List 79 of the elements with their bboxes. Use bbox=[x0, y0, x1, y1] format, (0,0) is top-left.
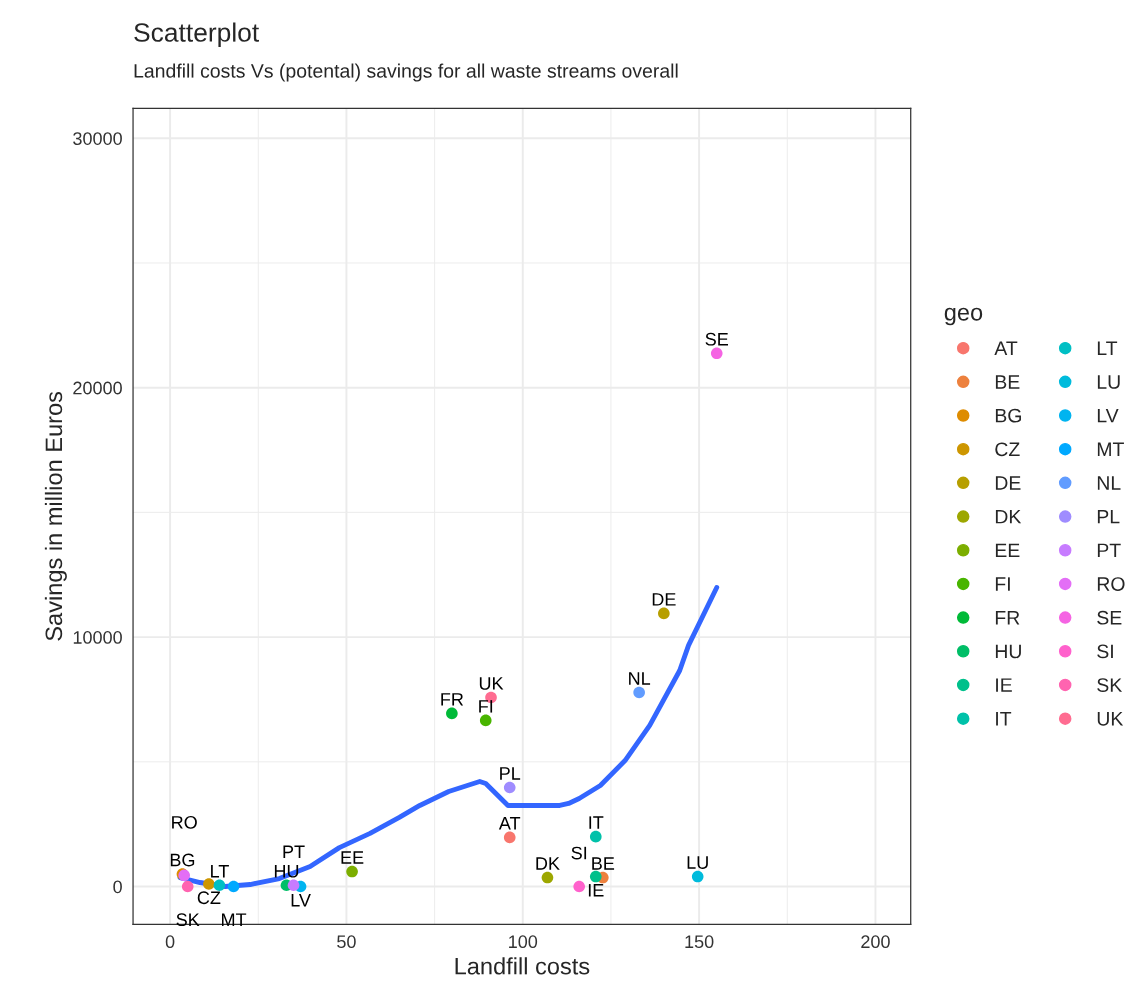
annotation: NL bbox=[629, 672, 651, 685]
y-tick-label: 0 bbox=[113, 880, 122, 894]
annotation: LT bbox=[211, 865, 229, 878]
legend-label: IE bbox=[996, 678, 1012, 692]
point bbox=[589, 870, 602, 883]
legend-label: PL bbox=[1097, 509, 1120, 524]
point bbox=[658, 607, 670, 620]
point bbox=[227, 880, 240, 893]
point bbox=[287, 879, 300, 892]
annotation: DE bbox=[652, 593, 676, 606]
legend-label: AT bbox=[994, 341, 1018, 355]
x-tick-label: 200 bbox=[861, 935, 890, 949]
point bbox=[710, 347, 723, 360]
point bbox=[573, 880, 586, 893]
annotation: CZ bbox=[197, 891, 221, 905]
y-tick-label: 10000 bbox=[73, 631, 122, 644]
point bbox=[181, 880, 194, 893]
annotation: LV bbox=[291, 894, 311, 907]
annotation: FI bbox=[479, 700, 493, 713]
point bbox=[691, 870, 704, 883]
legend-label: PT bbox=[1097, 543, 1121, 558]
point bbox=[541, 871, 554, 884]
annotation: DK bbox=[536, 857, 560, 870]
annotation: AT bbox=[498, 817, 521, 830]
legend-label: DK bbox=[995, 509, 1022, 524]
x-tick-label: 0 bbox=[165, 935, 175, 949]
legend-label: LU bbox=[1097, 375, 1120, 389]
annotation: PL bbox=[500, 767, 521, 780]
legend-label: DE bbox=[995, 476, 1021, 490]
x-tick-label: 50 bbox=[337, 935, 356, 949]
legend-label: SE bbox=[1097, 610, 1122, 625]
point bbox=[203, 878, 215, 890]
annotation: RO bbox=[172, 815, 197, 829]
legend-label: SK bbox=[1097, 678, 1123, 692]
annotation: SI bbox=[571, 846, 587, 860]
x-tick-label: 150 bbox=[685, 935, 714, 949]
legend-label: EE bbox=[995, 543, 1020, 558]
legend-label: HU bbox=[995, 644, 1021, 659]
point bbox=[479, 714, 492, 727]
point bbox=[633, 686, 645, 699]
point bbox=[589, 830, 602, 843]
y-tick-label: 30000 bbox=[73, 132, 122, 145]
x-axis-title: Landfill costs bbox=[455, 957, 590, 975]
legend-title: geo bbox=[944, 307, 983, 326]
legend-label: BG bbox=[995, 408, 1021, 423]
annotation: FR bbox=[441, 693, 464, 706]
x-tick-label: 100 bbox=[509, 935, 538, 949]
legend-label: LV bbox=[1097, 408, 1119, 423]
annotation: SK bbox=[176, 913, 200, 927]
annotation: MT bbox=[222, 913, 247, 926]
annotation: BE bbox=[592, 857, 615, 870]
annotation: SE bbox=[705, 332, 729, 346]
legend-label: NL bbox=[1097, 476, 1121, 490]
legend-label: RO bbox=[1097, 577, 1125, 591]
y-axis-title: Savings in million Euros bbox=[44, 391, 67, 641]
chart-subtitle: Landfill costs Vs (potental) savings for all waste streams overall bbox=[134, 63, 678, 82]
annotation: IT bbox=[589, 816, 604, 829]
point bbox=[503, 781, 516, 794]
annotation: UK bbox=[479, 677, 504, 690]
legend-label: IT bbox=[996, 712, 1012, 726]
point bbox=[213, 879, 226, 892]
legend-label: CZ bbox=[995, 442, 1020, 457]
legend-label: FI bbox=[995, 577, 1010, 591]
legend-label: MT bbox=[1097, 442, 1124, 456]
chart-title: Scatterplot bbox=[134, 22, 259, 48]
legend-label: UK bbox=[1097, 712, 1124, 726]
legend-label: SI bbox=[1097, 644, 1113, 659]
point bbox=[503, 831, 516, 844]
annotation: EE bbox=[341, 851, 364, 864]
y-tick-label: 20000 bbox=[73, 381, 122, 395]
legend-label: FR bbox=[995, 611, 1020, 625]
legend-label: BE bbox=[995, 375, 1020, 389]
annotation: LU bbox=[687, 856, 708, 869]
annotation: PT bbox=[283, 845, 305, 858]
legend-label: LT bbox=[1097, 341, 1118, 355]
annotation: IE bbox=[588, 884, 604, 897]
point bbox=[346, 865, 358, 878]
point bbox=[446, 707, 458, 720]
annotation: BG bbox=[170, 853, 195, 867]
